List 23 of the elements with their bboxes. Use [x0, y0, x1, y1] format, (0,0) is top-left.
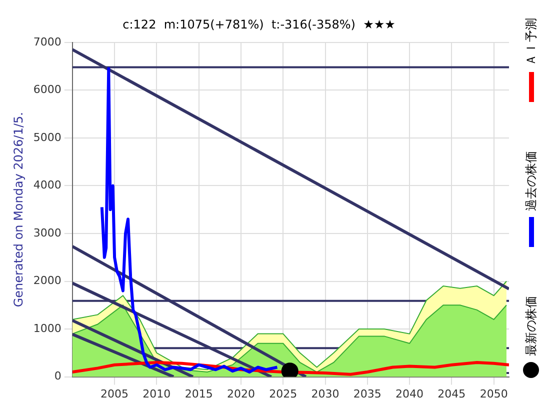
x-tick-label: 2005 — [100, 387, 129, 400]
y-tick-label: 7000 — [33, 35, 62, 48]
x-tick-label: 2025 — [269, 387, 298, 400]
y-tick-label: 2000 — [33, 274, 62, 288]
chart-title: c:122 m:1075(+781%) t:-316(-358%) ★★★ — [122, 17, 396, 32]
y-tick-label: 4000 — [33, 178, 62, 192]
x-tick-label: 2045 — [438, 387, 466, 400]
x-tick-label: 2050 — [480, 387, 508, 400]
y-tick-label: 0 — [54, 370, 62, 383]
x-tick-label: 2030 — [311, 387, 340, 400]
text: 最新の株価 — [522, 296, 538, 356]
y-tick-label: 6000 — [33, 83, 62, 96]
text: ＡＩ予測 — [522, 18, 538, 66]
x-tick-label: 2010 — [142, 387, 171, 400]
text: 過去の株価 — [522, 151, 538, 211]
y-tick-label: 1000 — [33, 322, 62, 335]
x-tick-label: 2040 — [396, 387, 424, 400]
x-tick-label: 2020 — [226, 387, 255, 400]
y-tick-label: 5000 — [33, 130, 62, 144]
y-tick-label: 3000 — [33, 226, 62, 240]
x-tick-label: 2015 — [184, 387, 213, 400]
x-tick-label: 2035 — [353, 387, 382, 400]
y-axis-title: Generated on Monday 2026/1/5. — [11, 112, 26, 308]
